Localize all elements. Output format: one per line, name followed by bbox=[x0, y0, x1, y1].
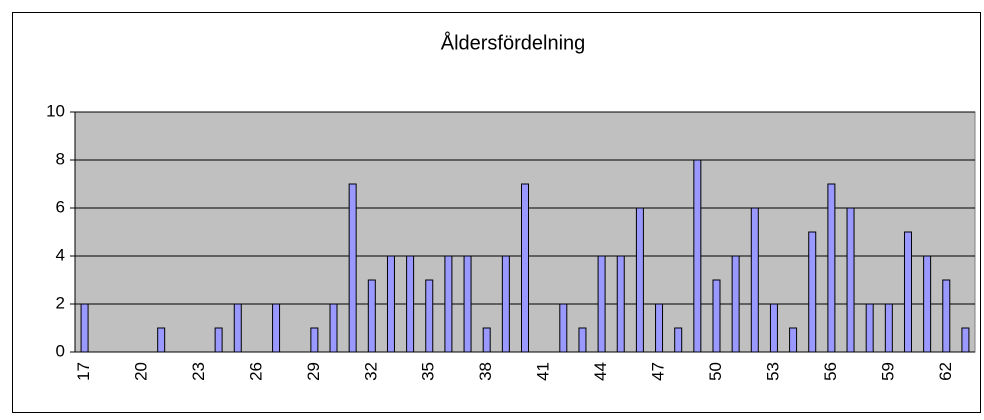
bar bbox=[674, 327, 683, 353]
bar bbox=[348, 183, 357, 353]
x-tick-label: 29 bbox=[304, 362, 323, 381]
x-tick-label: 56 bbox=[821, 362, 840, 381]
chart-title: Åldersfördelning bbox=[441, 31, 586, 54]
bar bbox=[693, 159, 702, 353]
bar bbox=[655, 303, 664, 353]
bar bbox=[884, 303, 893, 353]
bar bbox=[903, 231, 912, 353]
x-tick-label: 20 bbox=[132, 362, 151, 381]
y-tick-label: 0 bbox=[56, 341, 65, 360]
bar bbox=[444, 255, 453, 353]
y-tick-label: 8 bbox=[56, 149, 65, 168]
y-tick-label: 4 bbox=[56, 245, 65, 264]
x-tick-label: 23 bbox=[189, 362, 208, 381]
bar bbox=[635, 207, 644, 353]
x-tick-label: 26 bbox=[246, 362, 265, 381]
bar bbox=[272, 303, 281, 353]
x-tick-label: 44 bbox=[591, 362, 610, 381]
bar bbox=[463, 255, 472, 353]
bar bbox=[310, 327, 319, 353]
bar bbox=[827, 183, 836, 353]
x-tick-label: 50 bbox=[706, 362, 725, 381]
x-tick-label: 47 bbox=[649, 362, 668, 381]
bar bbox=[386, 255, 395, 353]
bar bbox=[367, 279, 376, 353]
bar bbox=[961, 327, 970, 353]
bar bbox=[789, 327, 798, 353]
y-tick-label: 2 bbox=[56, 293, 65, 312]
x-tick-label: 59 bbox=[878, 362, 897, 381]
x-tick-label: 53 bbox=[763, 362, 782, 381]
bar bbox=[942, 279, 951, 353]
y-tick-label: 10 bbox=[46, 101, 65, 120]
bar bbox=[425, 279, 434, 353]
bar bbox=[501, 255, 510, 353]
bar bbox=[865, 303, 874, 353]
bar bbox=[616, 255, 625, 353]
bar bbox=[233, 303, 242, 353]
x-tick-label: 35 bbox=[419, 362, 438, 381]
bar bbox=[750, 207, 759, 353]
bar bbox=[769, 303, 778, 353]
x-tick-label: 32 bbox=[361, 362, 380, 381]
bar bbox=[923, 255, 932, 353]
bar bbox=[329, 303, 338, 353]
y-tick-label: 6 bbox=[56, 197, 65, 216]
bar bbox=[597, 255, 606, 353]
bar bbox=[521, 183, 529, 353]
bar bbox=[808, 231, 817, 353]
bar bbox=[846, 207, 855, 353]
x-tick-label: 17 bbox=[74, 362, 93, 381]
bar bbox=[559, 303, 568, 353]
bar bbox=[157, 327, 166, 353]
bar bbox=[731, 255, 740, 353]
bar bbox=[406, 255, 415, 353]
bar bbox=[578, 327, 587, 353]
bar bbox=[482, 327, 491, 353]
bar bbox=[80, 303, 89, 353]
x-tick-label: 62 bbox=[936, 362, 955, 381]
x-tick-label: 38 bbox=[476, 362, 495, 381]
bar bbox=[712, 279, 721, 353]
bar bbox=[214, 327, 223, 353]
x-tick-label: 41 bbox=[534, 362, 553, 381]
